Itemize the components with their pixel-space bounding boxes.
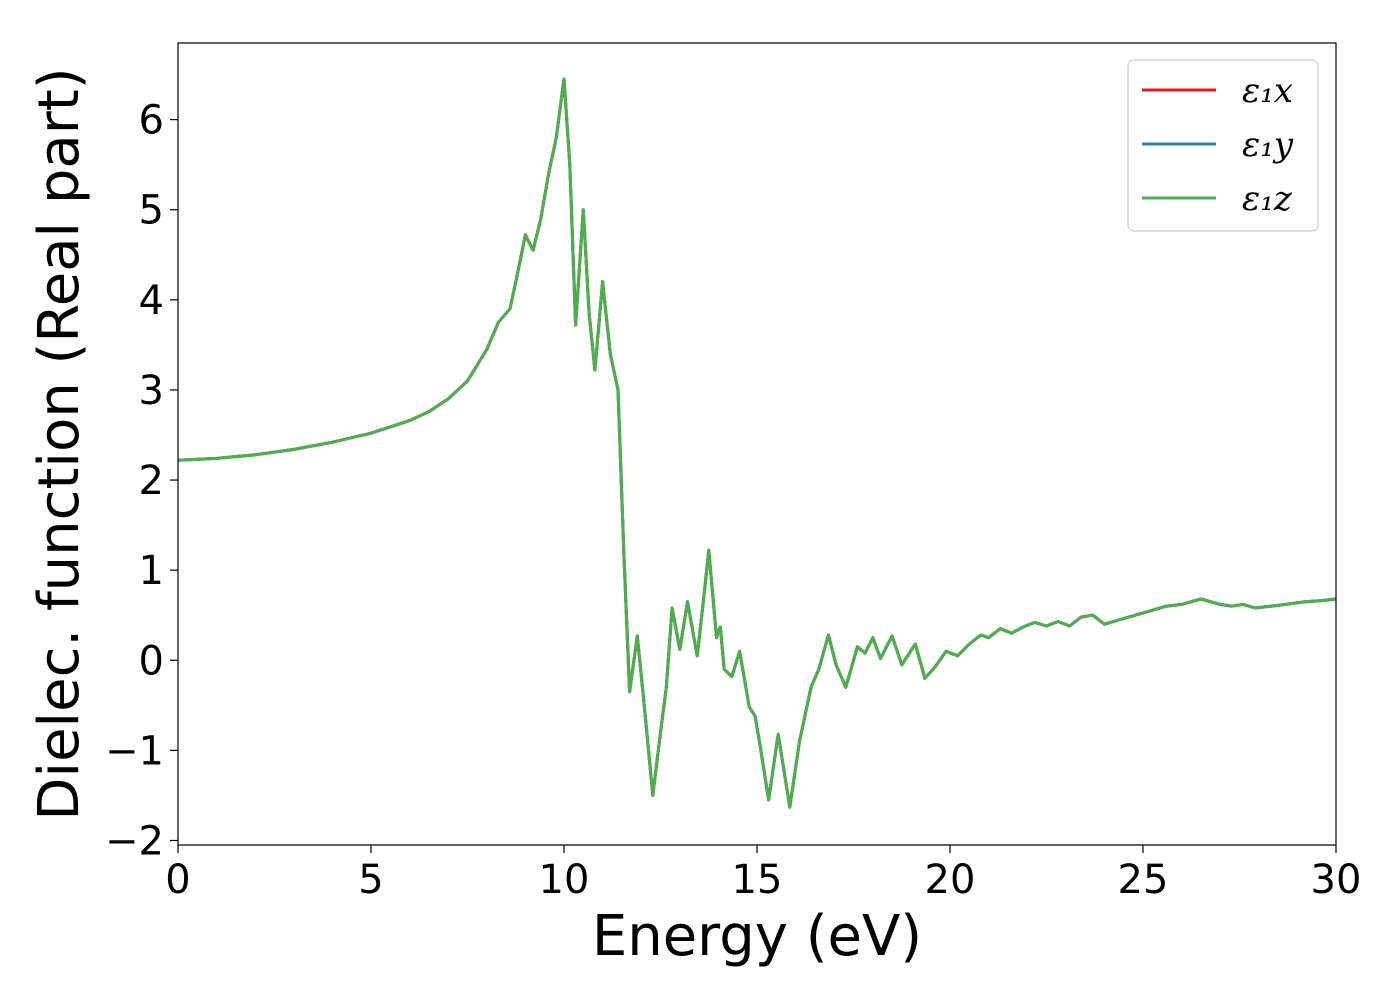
x-tick-label: 15 [732,857,783,903]
x-tick-label: 20 [925,857,976,903]
y-axis-title: Dielec. function (Real part) [27,67,92,820]
x-tick-label: 5 [358,857,383,903]
legend: ε₁x ε₁y ε₁z [1128,60,1318,231]
x-tick-label: 30 [1311,857,1362,903]
x-axis-ticks: 0 5 10 15 20 25 30 [165,845,1361,903]
y-tick-label: 6 [139,98,164,144]
x-tick-label: 0 [165,857,190,903]
y-tick-label: 1 [139,548,164,594]
y-tick-label: 0 [139,638,164,684]
legend-label-e1x: ε₁x [1242,71,1293,111]
y-tick-label: 5 [139,188,164,234]
x-tick-label: 10 [539,857,590,903]
y-tick-label: 4 [139,278,164,324]
y-axis-ticks: −2 −1 0 1 2 3 4 5 6 [105,98,178,865]
y-tick-label: −1 [105,728,164,774]
y-tick-label: 3 [139,368,164,414]
x-tick-label: 25 [1118,857,1169,903]
y-tick-label: −2 [105,818,164,864]
y-tick-label: 2 [139,458,164,504]
legend-label-e1y: ε₁y [1242,125,1294,165]
legend-label-e1z: ε₁z [1242,179,1293,219]
x-axis-title: Energy (eV) [592,904,922,969]
